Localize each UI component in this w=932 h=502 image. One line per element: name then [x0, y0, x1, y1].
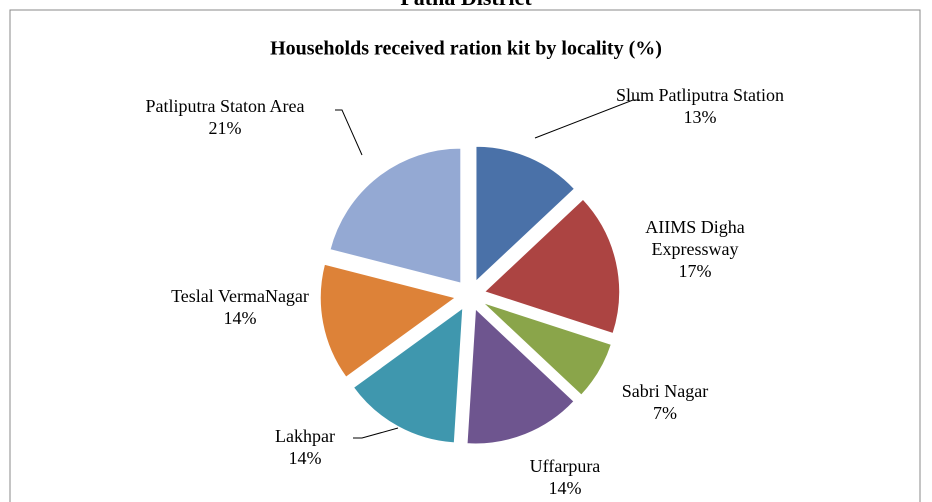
data-label: Slum Patliputra Station 13%: [615, 84, 785, 128]
slice-name: Teslal VermaNagar: [171, 286, 309, 306]
pie-slice: [466, 307, 575, 445]
pie-slice: [329, 147, 462, 284]
slice-value: 14%: [223, 308, 257, 328]
pie-slice: [482, 302, 612, 396]
pie-slice: [352, 307, 464, 444]
slice-value: 14%: [288, 448, 322, 468]
data-label: Sabri Nagar 7%: [600, 380, 730, 424]
pie-slice: [475, 145, 576, 283]
slice-name: AIIMS Digha Expressway: [645, 217, 745, 259]
data-label: AIIMS Digha Expressway 17%: [620, 216, 770, 282]
slice-name: Sabri Nagar: [621, 381, 709, 401]
pie-slice: [483, 198, 621, 335]
page-header: Patna District: [400, 0, 532, 10]
leader-lines: [335, 99, 640, 439]
data-label: Lakhpar 14%: [250, 425, 360, 469]
slice-name: Patliputra Staton Area: [145, 96, 305, 116]
slice-value: 17%: [678, 261, 712, 281]
chart-title: Households received ration kit by locali…: [270, 38, 662, 60]
leader-line: [534, 99, 640, 139]
slice-value: 21%: [208, 118, 242, 138]
data-label: Teslal VermaNagar 14%: [165, 285, 315, 329]
slice-value: 14%: [548, 478, 582, 498]
slice-name: Slum Patliputra Station: [615, 85, 784, 105]
data-label: Uffarpura 14%: [500, 455, 630, 499]
slice-value: 13%: [683, 107, 717, 127]
slice-value: 7%: [653, 403, 677, 423]
chart-frame: [9, 9, 921, 502]
pie: [319, 145, 621, 445]
slice-name: Lakhpar: [275, 426, 335, 446]
leader-line: [353, 427, 399, 439]
data-label: Patliputra Staton Area 21%: [135, 95, 315, 139]
slice-name: Uffarpura: [529, 456, 601, 476]
pie-slice: [319, 263, 457, 378]
leader-line: [335, 109, 363, 156]
